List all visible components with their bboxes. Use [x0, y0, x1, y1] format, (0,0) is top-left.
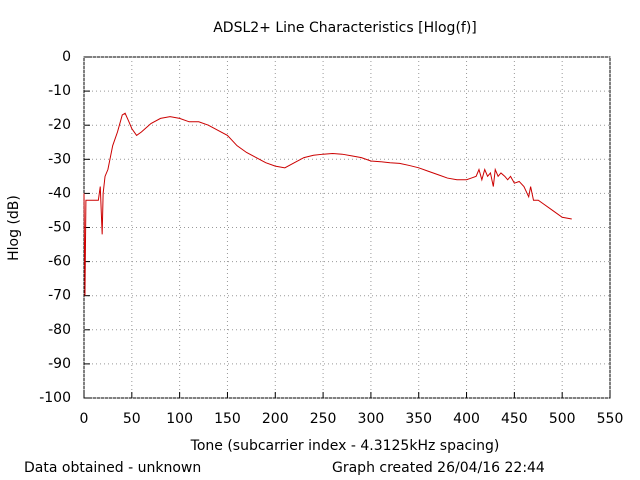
x-axis-label: Tone (subcarrier index - 4.3125kHz spaci…: [190, 438, 500, 454]
y-tick-label: -30: [48, 151, 71, 167]
footer-right: Graph created 26/04/16 22:44: [332, 460, 545, 476]
x-tick-label: 450: [501, 411, 528, 427]
x-tick-label: 400: [453, 411, 480, 427]
x-tick-label: 300: [358, 411, 385, 427]
x-tick-label: 0: [80, 411, 89, 427]
y-tick-label: -50: [48, 220, 71, 236]
x-tick-label: 250: [310, 411, 337, 427]
y-tick-label: -10: [48, 83, 71, 99]
footer-left: Data obtained - unknown: [24, 460, 201, 476]
y-tick-label: -40: [48, 185, 71, 201]
x-tick-label: 500: [549, 411, 576, 427]
plot-frame: [83, 56, 611, 399]
x-tick-label: 550: [597, 411, 624, 427]
data-line: [83, 112, 572, 296]
y-tick-label: 0: [62, 49, 71, 65]
x-tick-label: 350: [405, 411, 432, 427]
x-tick-label: 100: [166, 411, 193, 427]
y-tick-label: -70: [48, 288, 71, 304]
y-tick-label: -80: [48, 322, 71, 338]
x-tick-label: 150: [214, 411, 241, 427]
chart-title: ADSL2+ Line Characteristics [Hlog(f)]: [213, 20, 477, 36]
y-tick-label: -100: [39, 390, 71, 406]
x-tick-label: 50: [123, 411, 141, 427]
y-tick-label: -20: [48, 117, 71, 133]
x-tick-label: 200: [262, 411, 289, 427]
y-axis-label: Hlog (dB): [6, 195, 22, 261]
y-tick-label: -90: [48, 356, 71, 372]
y-tick-label: -60: [48, 254, 71, 270]
